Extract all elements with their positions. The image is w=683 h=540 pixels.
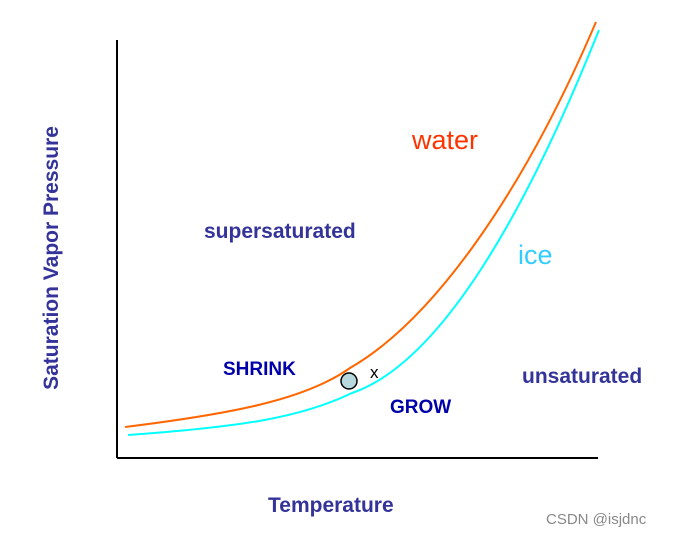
y-axis-label: Saturation Vapor Pressure [40,126,63,390]
ice-curve-label: ice [518,240,553,270]
supersaturated-region-label: supersaturated [204,220,356,243]
watermark: CSDN @isjdnc [546,511,647,528]
droplet-marker [340,372,358,390]
point-x-marker: x [370,363,379,382]
unsaturated-region-label: unsaturated [522,365,643,388]
water-curve-label: water [412,125,479,155]
x-axis-label: Temperature [268,494,394,517]
shrink-label: SHRINK [223,359,296,380]
grow-label: GROW [390,397,452,418]
ice-curve [127,29,600,436]
water-curve [124,21,597,428]
